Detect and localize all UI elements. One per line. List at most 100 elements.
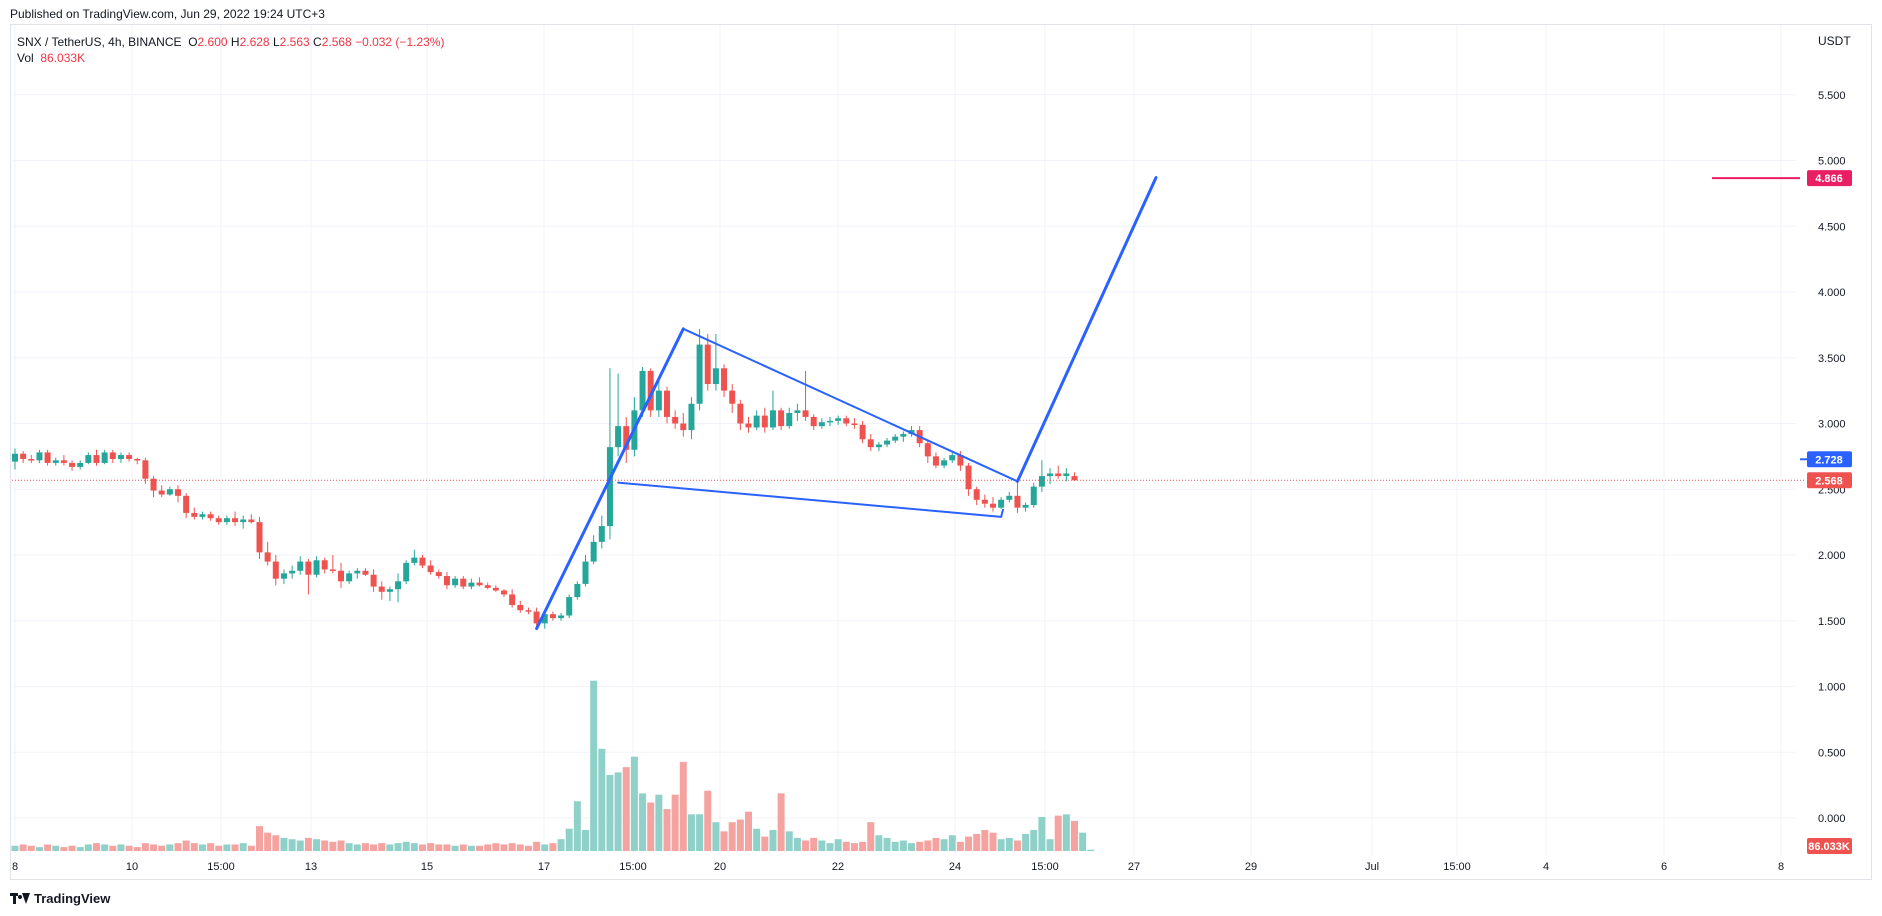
volume-badge-bg xyxy=(1807,838,1852,854)
symbol-label[interactable]: SNX / TetherUS, 4h, BINANCE xyxy=(17,35,182,49)
candle-body xyxy=(411,557,418,563)
candle-body xyxy=(28,459,35,461)
volume-bar xyxy=(125,845,133,851)
candle-body xyxy=(672,416,679,424)
volume-bar xyxy=(924,840,932,851)
volume-bar xyxy=(101,844,109,851)
volume-bar xyxy=(834,839,842,851)
volume-bar xyxy=(492,843,500,851)
candle-body xyxy=(419,557,426,566)
volume-bar xyxy=(280,837,288,851)
price-tick-label: 4.500 xyxy=(1818,221,1846,233)
candle-body xyxy=(452,578,459,586)
wedge-lower-line xyxy=(617,481,1003,518)
volume-bar xyxy=(288,839,296,851)
volume-bar xyxy=(247,845,255,851)
volume-bar xyxy=(1046,839,1054,851)
candle-body xyxy=(191,512,198,517)
candle-body xyxy=(362,570,369,575)
time-tick-label: 24 xyxy=(949,861,961,873)
volume-bar xyxy=(573,801,581,851)
candle-body xyxy=(85,455,92,463)
candle-body xyxy=(664,390,670,417)
candle-body xyxy=(745,423,752,428)
flagpole-line xyxy=(535,327,685,631)
candle-body xyxy=(126,455,133,460)
volume-bar xyxy=(370,844,378,851)
candle-body xyxy=(696,344,703,404)
volume-bar xyxy=(541,844,549,851)
candle-body xyxy=(786,412,793,427)
volume-bar xyxy=(467,845,475,851)
volume-bar xyxy=(932,837,940,851)
volume-bar xyxy=(198,844,206,851)
volume-bar xyxy=(109,845,117,851)
candle-body xyxy=(166,489,173,495)
volume-bar xyxy=(52,845,60,851)
volume-bar xyxy=(508,843,516,851)
currency-label: USDT xyxy=(1818,34,1851,48)
candle-body xyxy=(142,460,149,479)
candle-body xyxy=(778,410,785,427)
time-tick-label: 15:00 xyxy=(619,861,647,873)
candle-body xyxy=(655,390,662,411)
candle-body xyxy=(753,415,760,428)
candle-body xyxy=(378,586,385,592)
candle-body xyxy=(525,610,532,612)
candle-body xyxy=(606,447,613,527)
candle-body xyxy=(949,455,956,461)
volume-bar xyxy=(239,843,247,851)
volume-bar xyxy=(76,847,84,851)
volume-bar xyxy=(1030,830,1038,851)
volume-bar xyxy=(859,841,867,851)
volume-bar xyxy=(704,790,712,851)
volume-bar xyxy=(378,843,386,851)
volume-bar xyxy=(745,811,752,851)
candle-body xyxy=(1047,473,1054,477)
tradingview-logo[interactable]: TradingView xyxy=(10,891,110,906)
candle-body xyxy=(737,403,744,424)
volume-bar xyxy=(84,844,92,851)
volume-bar xyxy=(158,845,166,851)
time-tick-label: 20 xyxy=(714,861,726,873)
volume-bar xyxy=(410,843,418,851)
volume-bar xyxy=(207,843,215,851)
volume-bar xyxy=(296,840,304,851)
volume-bar xyxy=(304,837,312,851)
candle-body xyxy=(313,560,320,575)
time-tick-label: 15:00 xyxy=(1031,861,1059,873)
volume-bar xyxy=(899,840,907,851)
price-tick-label: 2.000 xyxy=(1818,550,1846,562)
volume-bar xyxy=(679,761,687,851)
time-tick-label: 6 xyxy=(1661,861,1667,873)
time-tick-label: 13 xyxy=(305,861,317,873)
volume-bar xyxy=(182,840,190,851)
volume-bar xyxy=(630,756,638,851)
candle-body xyxy=(1055,473,1062,477)
candle-body xyxy=(769,410,776,428)
candle-body xyxy=(1063,473,1070,477)
target-price-badge-bg xyxy=(1807,170,1852,187)
time-tick-label: 27 xyxy=(1128,861,1140,873)
time-tick-label: 10 xyxy=(126,861,138,873)
volume-bar xyxy=(850,843,858,851)
candle-body xyxy=(533,611,540,624)
volume-row: Vol 86.033K xyxy=(17,50,444,66)
volume-label: Vol xyxy=(17,51,34,65)
candle-body xyxy=(549,614,556,619)
candle-body xyxy=(60,460,67,463)
candle-body xyxy=(712,368,719,385)
candle-body xyxy=(403,562,410,582)
volume-bar xyxy=(606,775,614,851)
volume-bar xyxy=(166,844,174,851)
close-value: 2.568 xyxy=(321,35,352,49)
time-tick-label: 15 xyxy=(421,861,433,873)
candle-body xyxy=(460,578,467,587)
candle-body xyxy=(990,503,996,508)
volume-bar xyxy=(965,836,973,851)
volume-bar xyxy=(19,844,27,851)
volume-bar xyxy=(639,793,647,851)
tradingview-logo-icon xyxy=(10,892,30,905)
volume-bar xyxy=(394,843,402,851)
